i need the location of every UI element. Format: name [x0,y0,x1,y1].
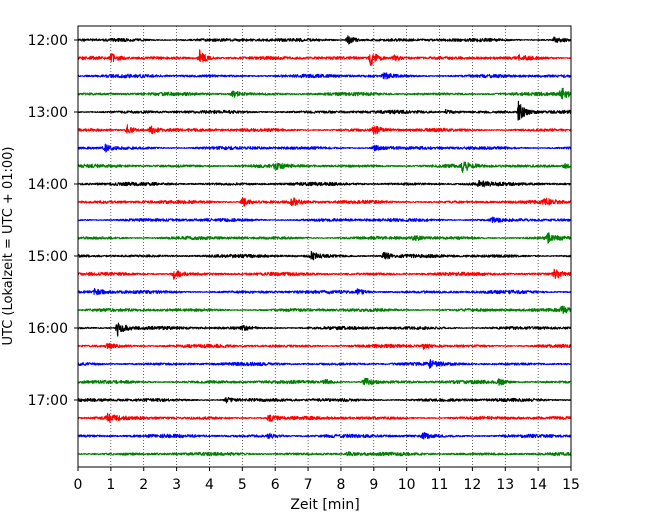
x-tick-label-5: 5 [238,477,247,493]
trace-1300 [77,100,572,121]
x-axis-label: Zeit [min] [290,497,359,513]
trace-1545 [77,305,572,315]
trace-1430 [77,216,572,224]
trace-1730 [77,432,572,440]
trace-1530 [77,288,572,296]
x-tick-label-6: 6 [271,477,280,493]
trace-1215 [77,49,572,66]
trace-1400 [77,179,572,188]
trace-1230 [77,72,572,80]
x-tick-label-11: 11 [431,477,449,493]
trace-1445 [77,232,572,244]
y-axis-label: UTC (Lokalzeit = UTC + 01:00) [1,147,16,346]
x-tick-label-4: 4 [205,477,214,493]
trace-1415 [77,197,572,207]
x-tick-label-14: 14 [529,477,547,493]
trace-1315 [77,124,572,135]
trace-1515 [77,268,572,280]
trace-1715 [77,412,572,423]
x-tick-label-1: 1 [106,477,115,493]
trace-1615 [77,342,572,350]
y-tick-label-5: 17:00 [28,393,68,409]
trace-1200 [77,35,572,45]
plot-frame [77,25,572,468]
y-tick-label-3: 15:00 [28,249,68,265]
x-tick-label-15: 15 [562,477,580,493]
trace-1700 [77,396,572,404]
trace-1645 [77,377,572,386]
y-tick-label-4: 16:00 [28,321,68,337]
x-axis: 0 1 2 3 4 5 6 7 8 9 10 11 12 13 14 15 [74,467,580,493]
x-tick-label-9: 9 [369,477,378,493]
x-tick-label-10: 10 [398,477,416,493]
trace-1245 [77,87,572,100]
x-tick-label-8: 8 [336,477,345,493]
trace-1330 [77,143,572,153]
x-tick-label-0: 0 [74,477,83,493]
trace-1745 [77,451,572,457]
y-tick-label-0: 12:00 [28,33,68,49]
x-tick-label-12: 12 [463,477,481,493]
trace-1630 [77,358,572,369]
trace-1345 [77,161,572,173]
x-tick-label-3: 3 [172,477,181,493]
y-axis: 12:00 13:00 14:00 15:00 16:00 17:00 [28,33,78,409]
trace-layer [77,35,572,457]
x-tick-label-2: 2 [139,477,148,493]
x-tick-label-13: 13 [496,477,514,493]
y-tick-label-2: 14:00 [28,177,68,193]
trace-1600 [77,322,572,337]
trace-1500 [77,250,572,261]
y-tick-label-1: 13:00 [28,105,68,121]
x-tick-label-7: 7 [304,477,313,493]
